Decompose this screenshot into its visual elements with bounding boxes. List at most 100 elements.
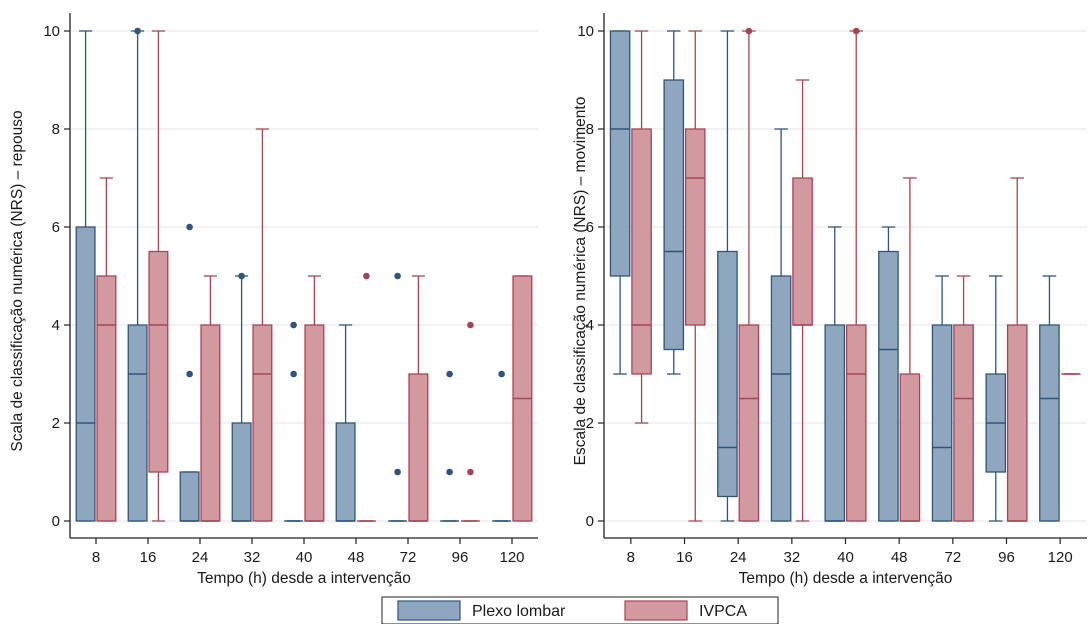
x-tick-label: 24 (192, 549, 209, 566)
outlier-point (290, 321, 297, 329)
box-plexo-lombar-72 (388, 272, 407, 522)
x-tick-label: 48 (891, 549, 908, 566)
box-plexo-lombar-8 (609, 30, 631, 375)
box-plexo-lombar-40 (824, 226, 846, 522)
box-body (1006, 324, 1028, 522)
outlier-point (238, 272, 245, 280)
box-body (684, 128, 706, 326)
y-tick-label: 0 (586, 513, 594, 530)
outlier-point (852, 27, 860, 35)
x-tick-label: 32 (783, 549, 800, 566)
box-body (770, 275, 792, 522)
y-axis-title: Scala de classificação numérica (NRS) – … (9, 110, 26, 451)
outlier-point (467, 468, 474, 476)
box-plexo-lombar-120 (1039, 275, 1060, 522)
box-body (96, 275, 117, 522)
outlier-point (446, 468, 453, 476)
outlier-point (186, 223, 193, 231)
box-ivpca-72 (953, 275, 974, 522)
x-tick-label: 24 (730, 549, 747, 566)
legend-swatch-ivpca (624, 600, 688, 621)
box-body (717, 250, 738, 498)
box-body (75, 226, 96, 522)
box-body (845, 324, 867, 522)
box-ivpca-48 (357, 272, 376, 522)
y-tick-label: 4 (52, 317, 60, 334)
box-ivpca-16 (148, 30, 169, 522)
legend-label-plexo-lombar: Plexo lombar (472, 603, 566, 620)
y-tick-label: 10 (43, 23, 60, 40)
box-plexo-lombar-32 (770, 128, 792, 522)
outlier-point (363, 272, 370, 280)
box-body (631, 128, 652, 375)
box-body (931, 324, 953, 522)
y-tick-label: 2 (52, 415, 60, 432)
y-tick-label: 8 (586, 121, 594, 138)
box-ivpca-40 (304, 275, 325, 522)
y-tick-label: 2 (586, 415, 594, 432)
x-tick-label: 8 (627, 549, 635, 566)
box-ivpca-120 (512, 275, 533, 522)
x-tick-label: 96 (452, 549, 469, 566)
box-ivpca-96 (461, 321, 480, 522)
y-tick-label: 10 (577, 23, 594, 40)
legend-label-ivpca: IVPCA (699, 603, 747, 620)
box-body (127, 324, 148, 522)
box-plexo-lombar-16 (663, 30, 685, 375)
x-tick-label: 32 (244, 549, 261, 566)
box-body (953, 324, 974, 522)
box-body (408, 373, 429, 522)
box-body (148, 250, 169, 473)
box-ivpca-40 (845, 27, 867, 522)
box-body (663, 79, 685, 351)
box-plexo-lombar-96 (440, 370, 459, 522)
outlier-point (467, 321, 474, 329)
outlier-point (394, 468, 401, 476)
box-plexo-lombar-96 (985, 275, 1007, 522)
box-body (200, 324, 221, 522)
x-tick-label: 120 (1048, 549, 1073, 566)
outlier-point (290, 370, 297, 378)
box-body (1039, 324, 1060, 522)
box-ivpca-72 (408, 275, 429, 522)
box-plexo-lombar-48 (335, 324, 356, 522)
box-body (878, 250, 899, 522)
box-plexo-lombar-24 (717, 30, 738, 522)
x-axis-title: Tempo (h) desde a intervenção (739, 570, 953, 587)
box-ivpca-24 (200, 275, 221, 522)
box-plexo-lombar-48 (878, 226, 899, 522)
x-axis-title: Tempo (h) desde a intervenção (197, 570, 411, 587)
box-plexo-lombar-40 (284, 321, 303, 522)
box-ivpca-24 (738, 27, 760, 522)
box-ivpca-16 (684, 30, 706, 522)
box-body (792, 177, 813, 326)
box-body (899, 373, 921, 522)
outlier-point (186, 370, 193, 378)
x-tick-label: 48 (348, 549, 365, 566)
x-tick-label: 8 (92, 549, 100, 566)
box-ivpca-32 (792, 79, 813, 522)
legend-swatch-plexo-lombar (397, 600, 461, 621)
y-tick-label: 8 (52, 121, 60, 138)
box-plexo-lombar-16 (127, 27, 148, 522)
x-tick-label: 96 (998, 549, 1015, 566)
box-plexo-lombar-120 (492, 370, 511, 522)
outlier-point (134, 27, 141, 35)
outlier-point (498, 370, 505, 378)
y-tick-label: 0 (52, 513, 60, 530)
x-tick-label: 40 (837, 549, 854, 566)
box-body (231, 422, 252, 522)
box-body (304, 324, 325, 522)
box-plexo-lombar-32 (231, 272, 252, 522)
box-plexo-lombar-8 (75, 30, 96, 522)
outlier-point (745, 27, 753, 35)
box-body (824, 324, 846, 522)
box-body (335, 422, 356, 522)
box-body (252, 324, 273, 522)
x-tick-label: 120 (499, 549, 524, 566)
box-ivpca-96 (1006, 177, 1028, 522)
box-ivpca-48 (899, 177, 921, 522)
